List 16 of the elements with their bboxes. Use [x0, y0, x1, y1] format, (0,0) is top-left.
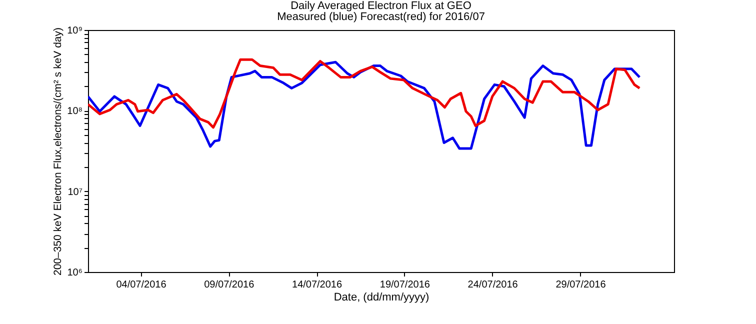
x-tick-label: 29/07/2016 — [556, 280, 606, 290]
line-series — [88, 60, 641, 150]
chart-title: Daily Averaged Electron Flux at GEO — [290, 0, 472, 12]
x-tick-label: 09/07/2016 — [204, 280, 255, 290]
y-axis-title: 200–350 keV Electron Flux,electrons/(cm² s keV day) — [52, 27, 64, 276]
y-tick-label: 10⁶ — [67, 268, 82, 278]
y-tick-label: 10⁷ — [68, 186, 83, 198]
x-tick-label: 14/07/2016 — [292, 280, 342, 290]
chart-subtitle: Measured (blue) Forecast(red) for 2016/07 — [277, 11, 485, 23]
y-tick-label: 10⁸ — [67, 106, 82, 118]
x-axis-title: Date, (dd/mm/yyyy) — [334, 292, 430, 304]
x-tick-label: 04/07/2016 — [116, 280, 167, 290]
x-tick-label: 19/07/2016 — [380, 280, 430, 290]
line-series — [88, 58, 641, 129]
x-tick-label: 24/07/2016 — [468, 280, 518, 290]
y-tick-label: 10⁹ — [67, 26, 82, 36]
